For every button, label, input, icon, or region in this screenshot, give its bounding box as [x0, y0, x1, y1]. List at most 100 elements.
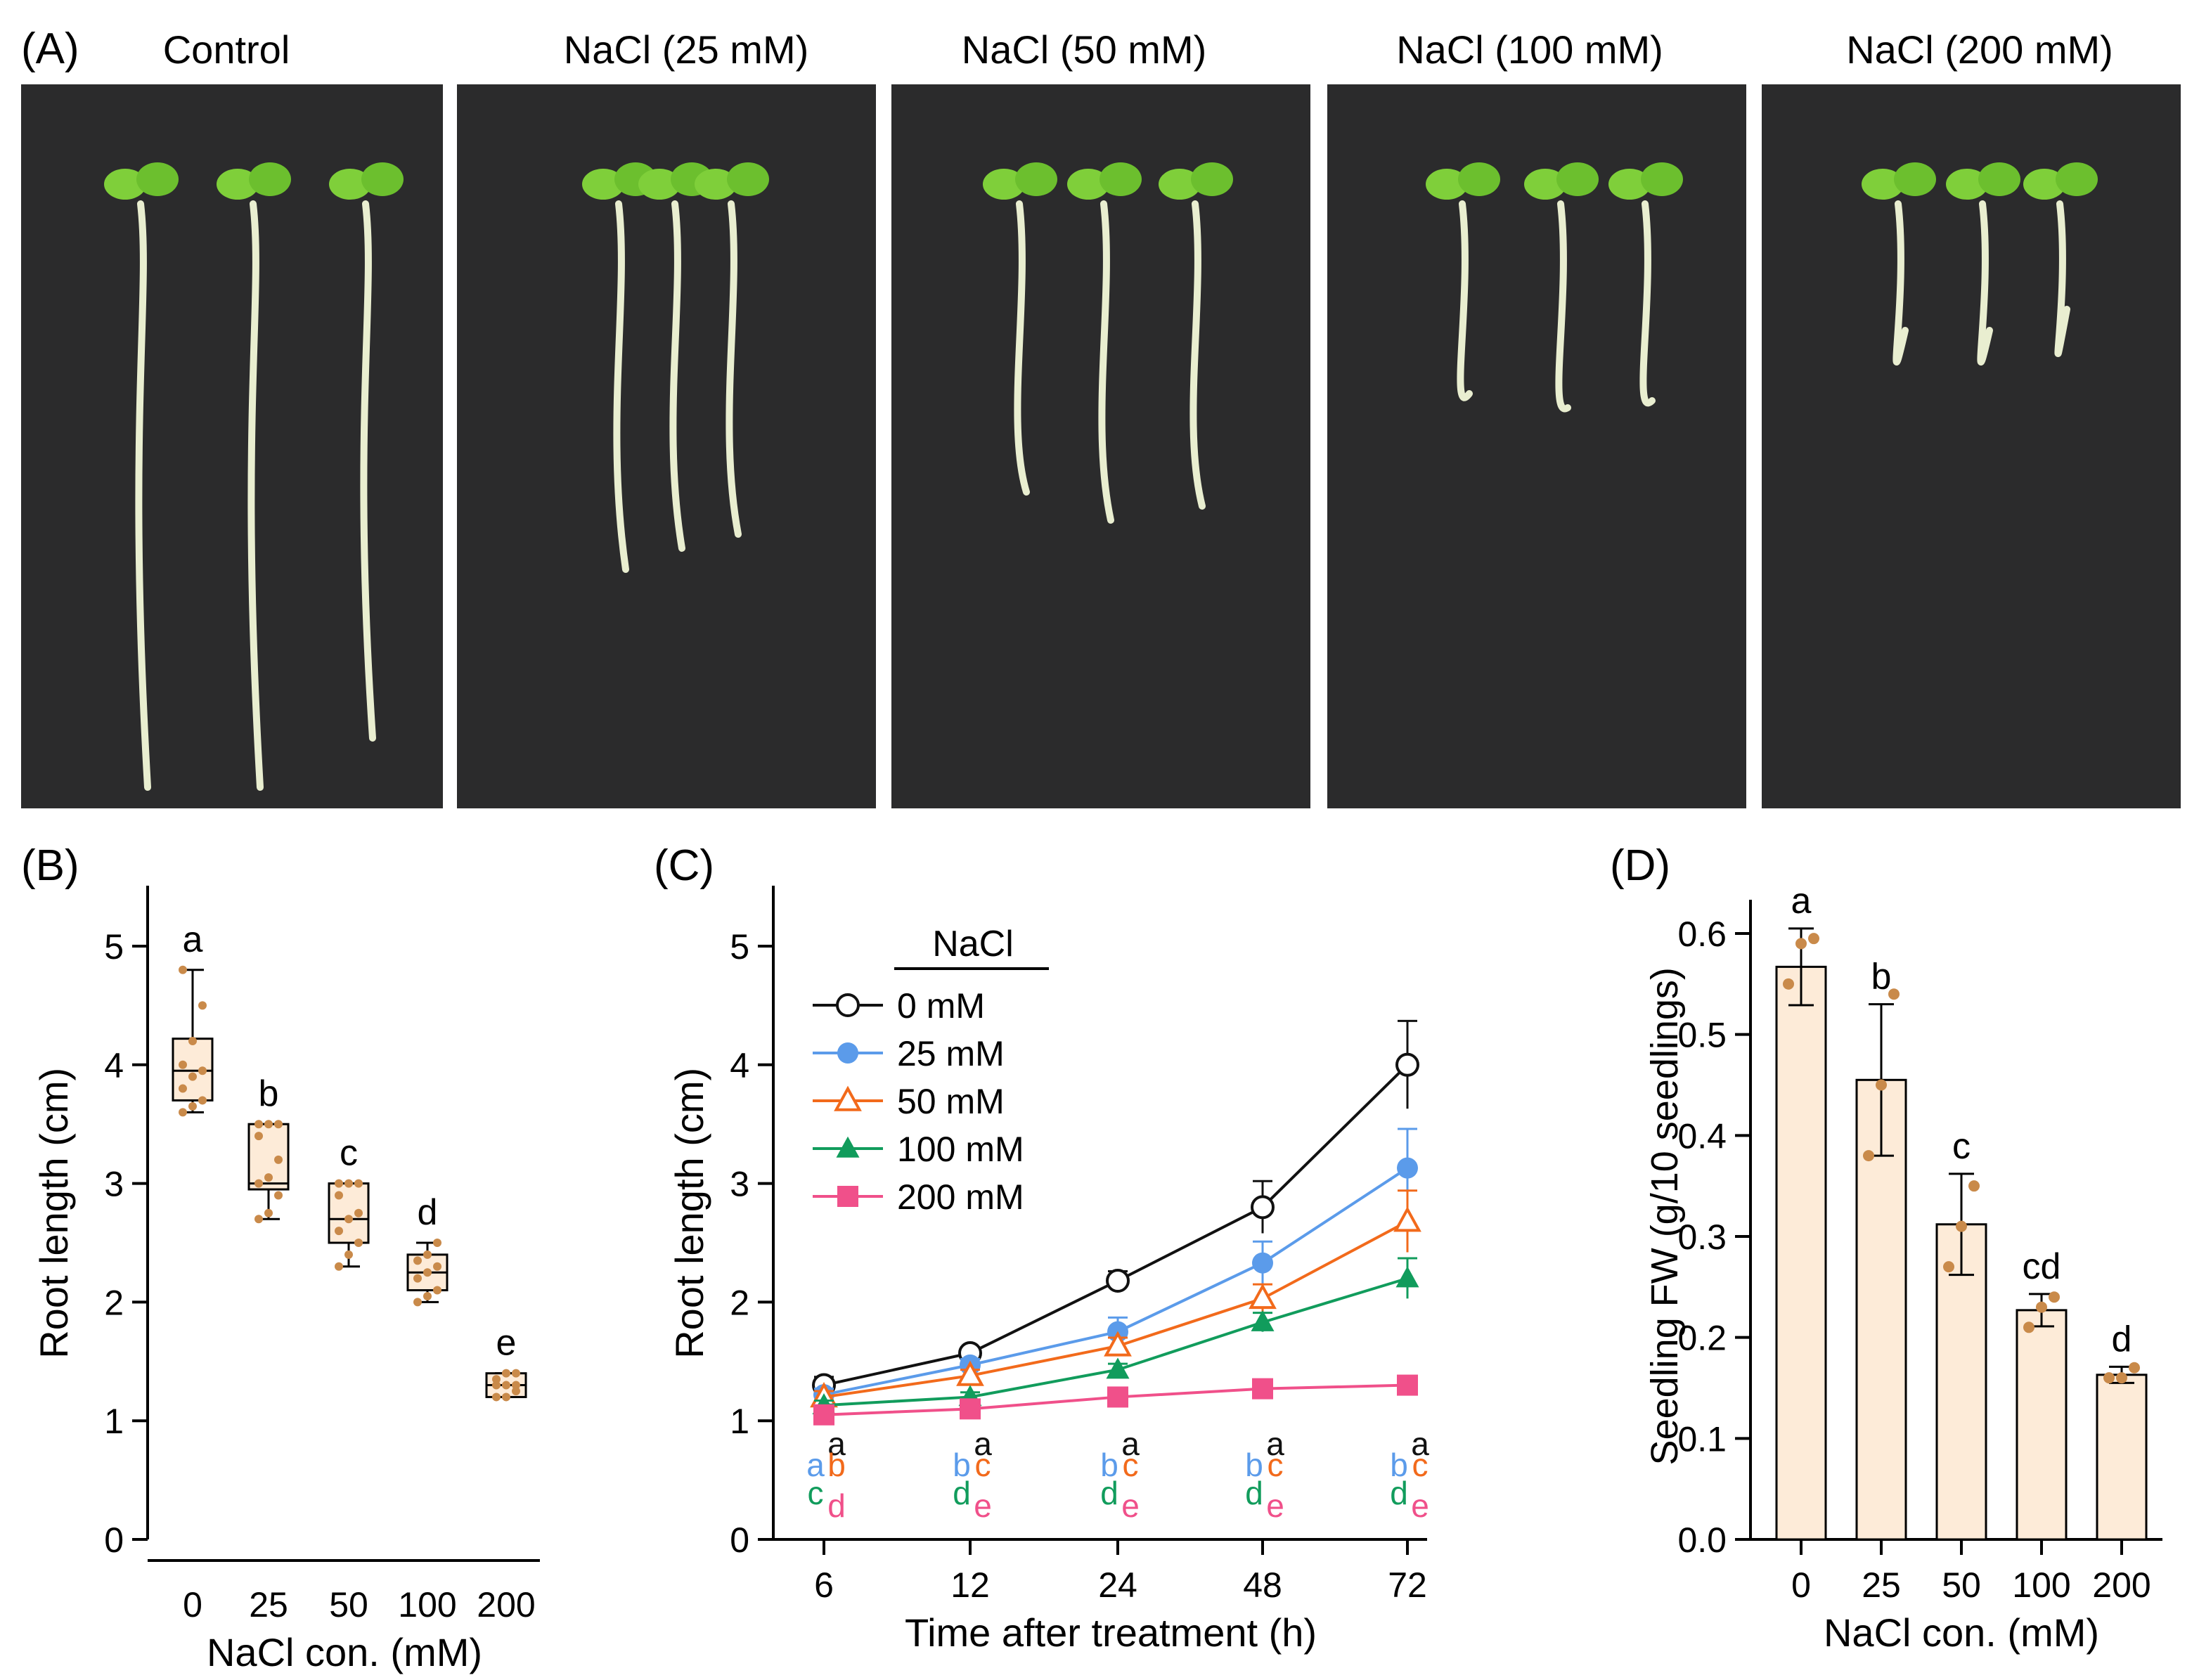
- y-tick-label: 0: [730, 1520, 749, 1560]
- leaf: [727, 162, 769, 196]
- significance-letter: b: [1100, 1447, 1118, 1483]
- x-tick-label: 100: [2012, 1565, 2070, 1605]
- data-point: [188, 1072, 197, 1081]
- leaf: [104, 169, 146, 200]
- data-point: [344, 1250, 353, 1259]
- leaf: [1946, 169, 1988, 200]
- y-tick-label: 1: [104, 1402, 124, 1441]
- data-point: [274, 1191, 283, 1200]
- data-point: [502, 1393, 510, 1402]
- significance-letter: e: [1411, 1487, 1429, 1524]
- root: [1977, 200, 1993, 366]
- leaf: [2056, 162, 2098, 196]
- x-tick-label: 12: [950, 1565, 990, 1605]
- data-point: [179, 1108, 187, 1117]
- panel-c-label: (C): [654, 841, 714, 890]
- significance-letter: c: [1123, 1447, 1139, 1483]
- significance-letter: a: [1121, 1426, 1140, 1462]
- x-tick-label: 200: [477, 1585, 535, 1624]
- y-tick-label: 0.0: [1677, 1520, 1727, 1560]
- y-tick-label: 4: [104, 1046, 124, 1085]
- data-point: [335, 1262, 343, 1271]
- legend-label: 100 mM: [897, 1130, 1024, 1169]
- x-tick-label: 200: [2092, 1565, 2150, 1605]
- data-point: [1876, 1079, 1887, 1091]
- significance-letter: a: [1266, 1426, 1284, 1462]
- photo-header: NaCl (25 mM): [564, 27, 808, 72]
- seedling-photo: [1327, 84, 1746, 808]
- root: [1189, 200, 1206, 510]
- marker: [836, 1136, 860, 1158]
- panel-d-label: (D): [1610, 841, 1670, 890]
- y-tick-label: 0.4: [1677, 1116, 1727, 1156]
- significance-letter: a: [1791, 881, 1812, 922]
- marker: [837, 1042, 858, 1064]
- photo-header: NaCl (50 mM): [962, 27, 1206, 72]
- panel-a-label: (A): [21, 25, 79, 73]
- data-point: [264, 1208, 273, 1217]
- leaf: [1015, 162, 1057, 196]
- photo-header: NaCl (100 mM): [1396, 27, 1663, 72]
- leaf: [638, 169, 681, 200]
- photo-background: [457, 84, 876, 808]
- data-point: [492, 1381, 501, 1390]
- data-point: [413, 1256, 422, 1265]
- root: [1892, 200, 1909, 366]
- x-axis-title: NaCl con. (mM): [1824, 1610, 2099, 1655]
- leaf: [1067, 169, 1109, 200]
- y-axis-title: Seedling FW (g/10 seedlings): [1644, 967, 1686, 1465]
- marker: [1252, 1378, 1273, 1400]
- series-50-mm: [810, 1189, 1421, 1408]
- photo-background: [1762, 84, 2181, 808]
- photo-background: [1327, 84, 1746, 808]
- significance-letter: b: [1871, 957, 1892, 997]
- significance-letter: b: [1390, 1447, 1408, 1483]
- data-point: [2116, 1372, 2127, 1384]
- significance-letter: d: [2112, 1319, 2132, 1359]
- significance-letter: e: [974, 1487, 992, 1524]
- y-tick-label: 1: [730, 1402, 749, 1441]
- y-axis-title: Root length (cm): [667, 1068, 711, 1359]
- data-point: [2036, 1301, 2047, 1313]
- leaf: [1641, 162, 1683, 196]
- significance-letter: c: [1412, 1447, 1429, 1483]
- leaf: [1556, 162, 1599, 196]
- significance-letter: a: [806, 1447, 825, 1483]
- data-point: [344, 1215, 353, 1224]
- leaf: [1426, 169, 1468, 200]
- data-point: [254, 1120, 263, 1129]
- root: [1098, 200, 1114, 524]
- leaf: [361, 162, 404, 196]
- data-point: [1968, 1180, 1980, 1192]
- data-point: [492, 1375, 501, 1384]
- root: [1555, 200, 1571, 413]
- photo-header: NaCl (200 mM): [1846, 27, 2113, 72]
- data-point: [423, 1268, 432, 1277]
- data-point: [254, 1215, 263, 1224]
- root: [613, 200, 629, 573]
- marker: [1393, 1206, 1421, 1232]
- significance-letter: c: [975, 1447, 991, 1483]
- legend-label: 25 mM: [897, 1034, 1005, 1073]
- data-point: [198, 1096, 207, 1105]
- data-point: [335, 1179, 343, 1188]
- x-tick-label: 24: [1098, 1565, 1137, 1605]
- x-axis-title: NaCl con. (mM): [207, 1630, 482, 1674]
- legend-label: 50 mM: [897, 1082, 1005, 1121]
- data-point: [423, 1250, 432, 1259]
- significance-letter: e: [1266, 1487, 1284, 1524]
- bar: [1935, 1223, 1987, 1541]
- significance-letter: b: [953, 1447, 971, 1483]
- x-tick-label: 0: [183, 1585, 202, 1624]
- y-tick-label: 5: [730, 927, 749, 967]
- marker: [1252, 1252, 1273, 1274]
- significance-letter: a: [974, 1426, 992, 1462]
- leaf: [1191, 162, 1233, 196]
- marker: [960, 1398, 981, 1420]
- data-point: [512, 1369, 520, 1378]
- significance-letter: c: [340, 1133, 358, 1174]
- y-tick-label: 0.5: [1677, 1016, 1727, 1055]
- marker: [956, 1360, 984, 1386]
- leaf: [1894, 162, 1936, 196]
- marker: [834, 1085, 862, 1111]
